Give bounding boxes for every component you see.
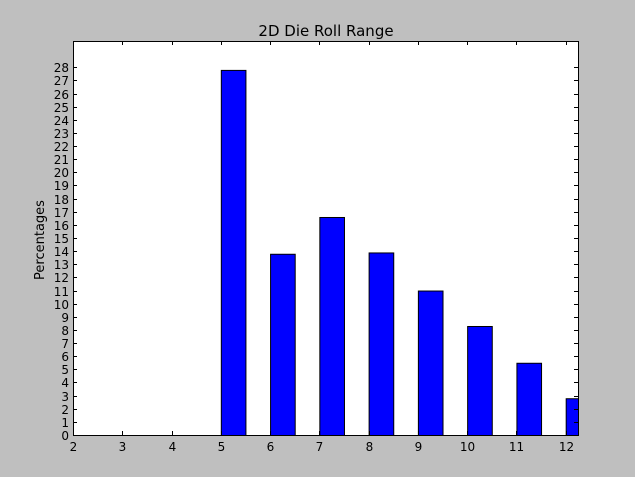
x-tick-label: 8 <box>366 440 374 454</box>
y-tick-label: 27 <box>54 74 69 88</box>
y-tick-label: 26 <box>54 88 69 102</box>
chart-title: 2D Die Roll Range <box>258 22 393 40</box>
bar <box>270 253 296 436</box>
x-tick-label: 2 <box>70 440 78 454</box>
x-tick-label: 4 <box>169 440 177 454</box>
y-tick-label: 12 <box>54 271 69 285</box>
y-tick-label: 20 <box>54 166 69 180</box>
y-tick-label: 14 <box>54 245 69 259</box>
y-tick-label: 23 <box>54 127 69 141</box>
y-tick-label: 15 <box>54 232 69 246</box>
y-tick-label: 19 <box>54 179 69 193</box>
x-tick-label: 6 <box>267 440 275 454</box>
y-tick-label: 10 <box>54 298 69 312</box>
x-tick-label: 11 <box>509 440 524 454</box>
y-tick-label: 17 <box>54 206 69 220</box>
x-axis: 2 3 4 5 6 7 8 9 10 11 12 <box>70 41 574 454</box>
bar <box>417 290 444 436</box>
y-tick-label: 3 <box>61 390 69 404</box>
x-tick-label: 7 <box>316 440 324 454</box>
y-tick-label: 9 <box>61 311 69 325</box>
y-tick-label: 28 <box>54 61 69 75</box>
y-tick-label: 7 <box>61 337 69 351</box>
x-tick-label: 9 <box>415 440 423 454</box>
y-tick-label: 16 <box>54 219 69 233</box>
x-tick-label: 10 <box>460 440 475 454</box>
bar <box>516 362 543 436</box>
x-tick-label: 3 <box>119 440 127 454</box>
y-tick-label: 6 <box>61 350 69 364</box>
y-tick-label: 24 <box>54 114 69 128</box>
y-tick-label: 13 <box>54 258 69 272</box>
y-axis: 0123456789101112131415161718192021222324… <box>54 61 578 443</box>
y-tick-label: 1 <box>61 416 69 430</box>
y-tick-label: 21 <box>54 153 69 167</box>
y-tick-label: 2 <box>61 403 69 417</box>
x-tick-label: 5 <box>218 440 226 454</box>
y-tick-label: 11 <box>54 285 69 299</box>
y-tick-label: 25 <box>54 101 69 115</box>
bar <box>220 69 247 436</box>
y-tick-label: 0 <box>61 429 69 443</box>
bar <box>319 216 345 436</box>
y-tick-label: 4 <box>61 376 69 390</box>
y-tick-label: 5 <box>61 363 69 377</box>
bar <box>467 325 493 437</box>
bar <box>565 398 579 436</box>
y-tick-label: 8 <box>61 324 69 338</box>
bars-group <box>220 69 579 437</box>
y-tick-label: 22 <box>54 140 69 154</box>
bar <box>368 252 395 436</box>
y-tick-label: 18 <box>54 193 69 207</box>
x-tick-label: 12 <box>559 440 574 454</box>
y-axis-label: Percentages <box>33 200 48 280</box>
